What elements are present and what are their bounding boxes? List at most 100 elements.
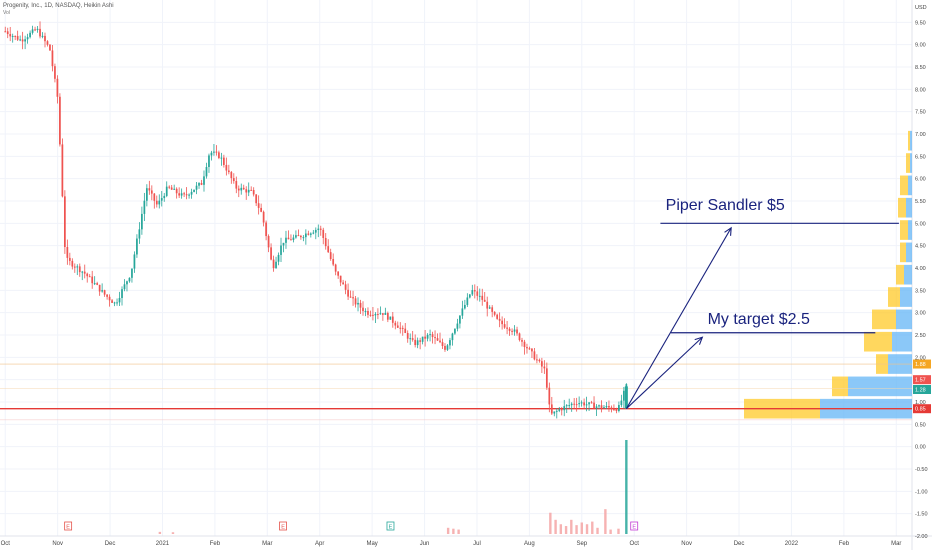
volume-profile-down <box>898 197 906 218</box>
volume-profile-down <box>906 153 910 173</box>
candle-body <box>262 211 265 223</box>
candle-body <box>531 348 533 352</box>
candle-body <box>620 400 623 406</box>
volume-bar <box>609 529 612 534</box>
candle-body <box>416 340 419 346</box>
volume-bar <box>570 519 573 534</box>
x-tick-label: Nov <box>681 541 692 547</box>
candle-body <box>143 200 146 214</box>
candle-body <box>34 29 36 31</box>
candle-body <box>302 237 305 239</box>
candle-body <box>242 187 245 190</box>
candle-body <box>133 254 136 269</box>
candle-body <box>88 276 91 278</box>
candle-body <box>374 314 377 316</box>
candle-body <box>553 411 556 414</box>
volume-bar <box>158 531 162 534</box>
volume-profile-down <box>896 264 904 285</box>
candle-body <box>451 333 454 341</box>
candle-body <box>46 41 49 45</box>
candle-body <box>237 188 240 191</box>
annotation-text: Piper Sandler $5 <box>666 197 785 214</box>
y-tick-label: 1.00 <box>915 400 926 406</box>
candle-body <box>545 368 548 388</box>
y-tick-label: 7.50 <box>915 110 926 116</box>
price-badge <box>913 375 931 385</box>
symbol-legend[interactable]: Progenity, Inc., 1D, NASDAQ, Heikin Ashi <box>3 3 114 9</box>
candle-body <box>409 338 412 340</box>
candle-body <box>605 405 608 408</box>
annotation-text: My target $2.5 <box>708 311 810 328</box>
earnings-marker <box>386 521 395 531</box>
candle-body <box>49 44 51 51</box>
candle-body <box>541 361 543 367</box>
candle-body <box>419 340 422 342</box>
candle-body <box>478 295 481 297</box>
candle-body <box>247 189 250 193</box>
candle-body <box>14 35 17 37</box>
price-badge-label: 1.28 <box>915 387 926 393</box>
candle-body <box>354 298 357 305</box>
candle-body <box>406 333 409 339</box>
candle-body <box>344 284 347 290</box>
volume-bar <box>585 524 589 534</box>
x-tick-label: Mar <box>891 541 901 547</box>
candle-body <box>622 390 625 401</box>
candle-body <box>446 345 449 350</box>
y-tick-label: 4.50 <box>915 244 926 250</box>
candle-body <box>292 237 295 240</box>
volume-profile-down <box>908 130 910 151</box>
candle-body <box>526 347 528 349</box>
candle-body <box>563 406 566 411</box>
volume-profile-down <box>900 242 906 263</box>
y-tick-label: 9.00 <box>915 43 926 49</box>
candle-body <box>528 348 531 350</box>
y-tick-label: 3.50 <box>915 288 926 294</box>
candle-body <box>29 32 31 38</box>
candle-body <box>51 50 54 67</box>
candle-body <box>267 236 270 248</box>
candle-body <box>379 313 382 315</box>
candle-body <box>337 271 340 276</box>
candle-body <box>198 183 200 186</box>
candle-body <box>307 233 310 235</box>
candle-body <box>538 359 541 362</box>
y-tick-label: -1.50 <box>915 512 928 518</box>
candle-body <box>190 191 193 195</box>
candle-body <box>73 266 76 268</box>
x-tick-label: Nov <box>52 541 63 547</box>
candle-body <box>101 290 104 292</box>
candle-body <box>536 359 538 361</box>
candle-body <box>257 203 260 208</box>
candle-body <box>372 314 374 316</box>
candle-body <box>136 238 138 255</box>
candle-body <box>93 283 96 285</box>
candle-body <box>252 190 255 195</box>
candle-body <box>357 302 359 305</box>
candle-body <box>317 228 320 230</box>
volume-profile-up <box>900 287 912 307</box>
y-tick-label: 6.50 <box>915 154 926 160</box>
candle-body <box>282 242 285 246</box>
volume-bar <box>554 519 557 534</box>
target-arrow <box>625 227 732 409</box>
candle-body <box>215 151 218 153</box>
candle-body <box>41 35 44 37</box>
candle-body <box>496 314 499 319</box>
volume-profile-up <box>904 264 912 285</box>
candle-body <box>431 334 434 338</box>
candle-body <box>396 325 399 328</box>
volume-profile-down <box>888 287 900 307</box>
x-tick-label: Sep <box>576 541 587 547</box>
candle-body <box>560 409 563 411</box>
volume-profile-down <box>864 331 892 352</box>
candle-body <box>265 222 267 237</box>
candle-body <box>322 229 325 238</box>
candle-body <box>501 320 503 325</box>
y-tick-label: -2.00 <box>915 534 928 540</box>
x-tick-label: Feb <box>210 541 221 547</box>
candle-body <box>4 31 7 33</box>
candle-body <box>220 157 223 159</box>
y-tick-label: 4.00 <box>915 266 926 272</box>
candle-body <box>426 334 429 339</box>
